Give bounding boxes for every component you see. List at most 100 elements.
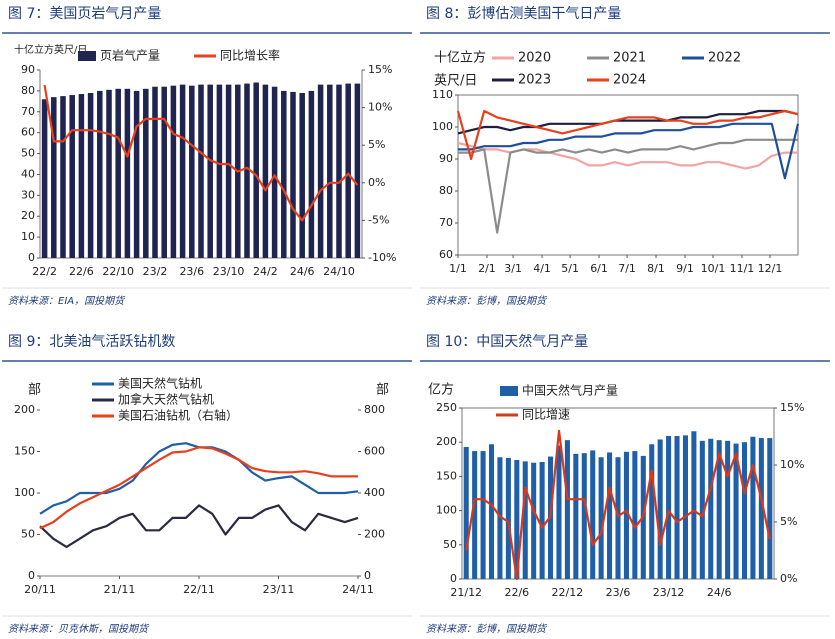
y2-tick-label: -5% [368, 213, 389, 226]
x-tick-label: 23/11 [263, 583, 295, 596]
x-tick-label: 23/6 [179, 265, 204, 278]
y-tick-label: 110 [432, 88, 453, 101]
bar [207, 84, 213, 258]
bar [290, 91, 296, 258]
x-tick-label: 20/11 [24, 583, 56, 596]
legend-swatch [78, 51, 96, 61]
x-tick-label: 11/1 [730, 262, 755, 275]
bar [124, 88, 131, 258]
series-line [39, 504, 359, 548]
y-tick-label: 250 [436, 401, 457, 414]
bar [115, 88, 121, 258]
bar [767, 438, 773, 579]
x-tick-label: 22/10 [102, 265, 134, 278]
source-note: 资料来源：EIA，国投期货 [8, 295, 126, 307]
bar [505, 457, 511, 579]
x-tick-label: 24/6 [707, 586, 732, 599]
y2-tick-label: 10% [780, 458, 804, 471]
x-tick-label: 24/10 [323, 265, 355, 278]
series-line [465, 429, 771, 581]
x-tick-label: 3/1 [504, 262, 522, 275]
bar [623, 451, 629, 579]
bar [253, 82, 259, 259]
bar [143, 88, 149, 258]
figure-title: 图 8：彭博估测美国干气日产量 [426, 5, 621, 22]
y-tick-label: 50 [21, 147, 35, 160]
bar [758, 438, 764, 579]
bar [556, 445, 562, 579]
x-tick-label: 2/1 [478, 262, 496, 275]
bar [708, 438, 714, 579]
series-line [458, 138, 798, 234]
y-tick-label: 0 [28, 569, 35, 582]
x-tick-label: 10/1 [701, 262, 726, 275]
bar [78, 94, 85, 259]
x-tick-label: 23/6 [606, 586, 631, 599]
y-tick-label: 50 [443, 538, 457, 551]
y-tick-label: 0 [28, 251, 35, 264]
bar [281, 90, 287, 258]
bar [41, 99, 48, 258]
y2-tick-label: 15% [368, 63, 392, 76]
y2-tick-label: 400 [364, 486, 385, 499]
bar [308, 90, 315, 258]
y2-tick-label: 0 [364, 569, 371, 582]
y-axis-label: 英尺/日 [434, 74, 477, 89]
y2-tick-label: 200 [364, 528, 385, 541]
bar [632, 451, 638, 579]
bar [161, 86, 167, 258]
series-line [456, 109, 799, 161]
x-tick-label: 22/12 [552, 586, 584, 599]
series-line [457, 109, 799, 135]
source-note: 资料来源：彭博，国投期货 [426, 623, 548, 635]
x-tick-label: 23/2 [143, 265, 168, 278]
y-tick-label: 50 [21, 528, 35, 541]
bar [345, 83, 351, 258]
y2-tick-label: 15% [780, 401, 804, 414]
bar [354, 83, 361, 258]
y-tick-label: 150 [14, 445, 35, 458]
bar [87, 92, 94, 258]
bar [317, 84, 324, 258]
bar [522, 461, 528, 579]
y-axis-label: 十亿立方英尺/日 [14, 43, 87, 56]
bar [327, 84, 333, 258]
y-tick-label: 80 [21, 84, 35, 97]
y-tick-label: 60 [439, 248, 453, 261]
bar [657, 439, 663, 579]
y2-tick-label: 5% [780, 515, 797, 528]
y-tick-label: 20 [21, 209, 35, 222]
bar [216, 84, 223, 258]
bar [590, 450, 596, 579]
bar [198, 84, 204, 258]
bar [480, 451, 486, 579]
y-axis-label: 十亿立方 [434, 50, 486, 66]
x-tick-label: 22/11 [183, 583, 215, 596]
bar [607, 452, 613, 579]
x-tick-label: 21/11 [104, 583, 136, 596]
y-tick-label: 150 [436, 469, 457, 482]
x-tick-label: 23/12 [653, 586, 685, 599]
y-tick-label: 10 [21, 230, 35, 243]
y2-tick-label: 0% [368, 176, 385, 189]
source-note: 资料来源：贝克休斯，国投期货 [8, 623, 150, 635]
legend-label: 美国天然气钻机 [118, 376, 202, 391]
bar [564, 440, 570, 579]
bar [179, 84, 186, 258]
bar [106, 89, 112, 258]
y-tick-label: 90 [439, 152, 453, 165]
y2-tick-label: 10% [368, 101, 392, 114]
bar [682, 435, 688, 579]
y-axis-label: 部 [28, 383, 41, 398]
x-tick-label: 9/1 [676, 262, 694, 275]
bar [60, 96, 66, 258]
y-tick-label: 70 [439, 216, 453, 229]
bar [262, 84, 269, 258]
x-tick-label: 4/1 [533, 262, 551, 275]
y-tick-label: 90 [21, 63, 35, 76]
